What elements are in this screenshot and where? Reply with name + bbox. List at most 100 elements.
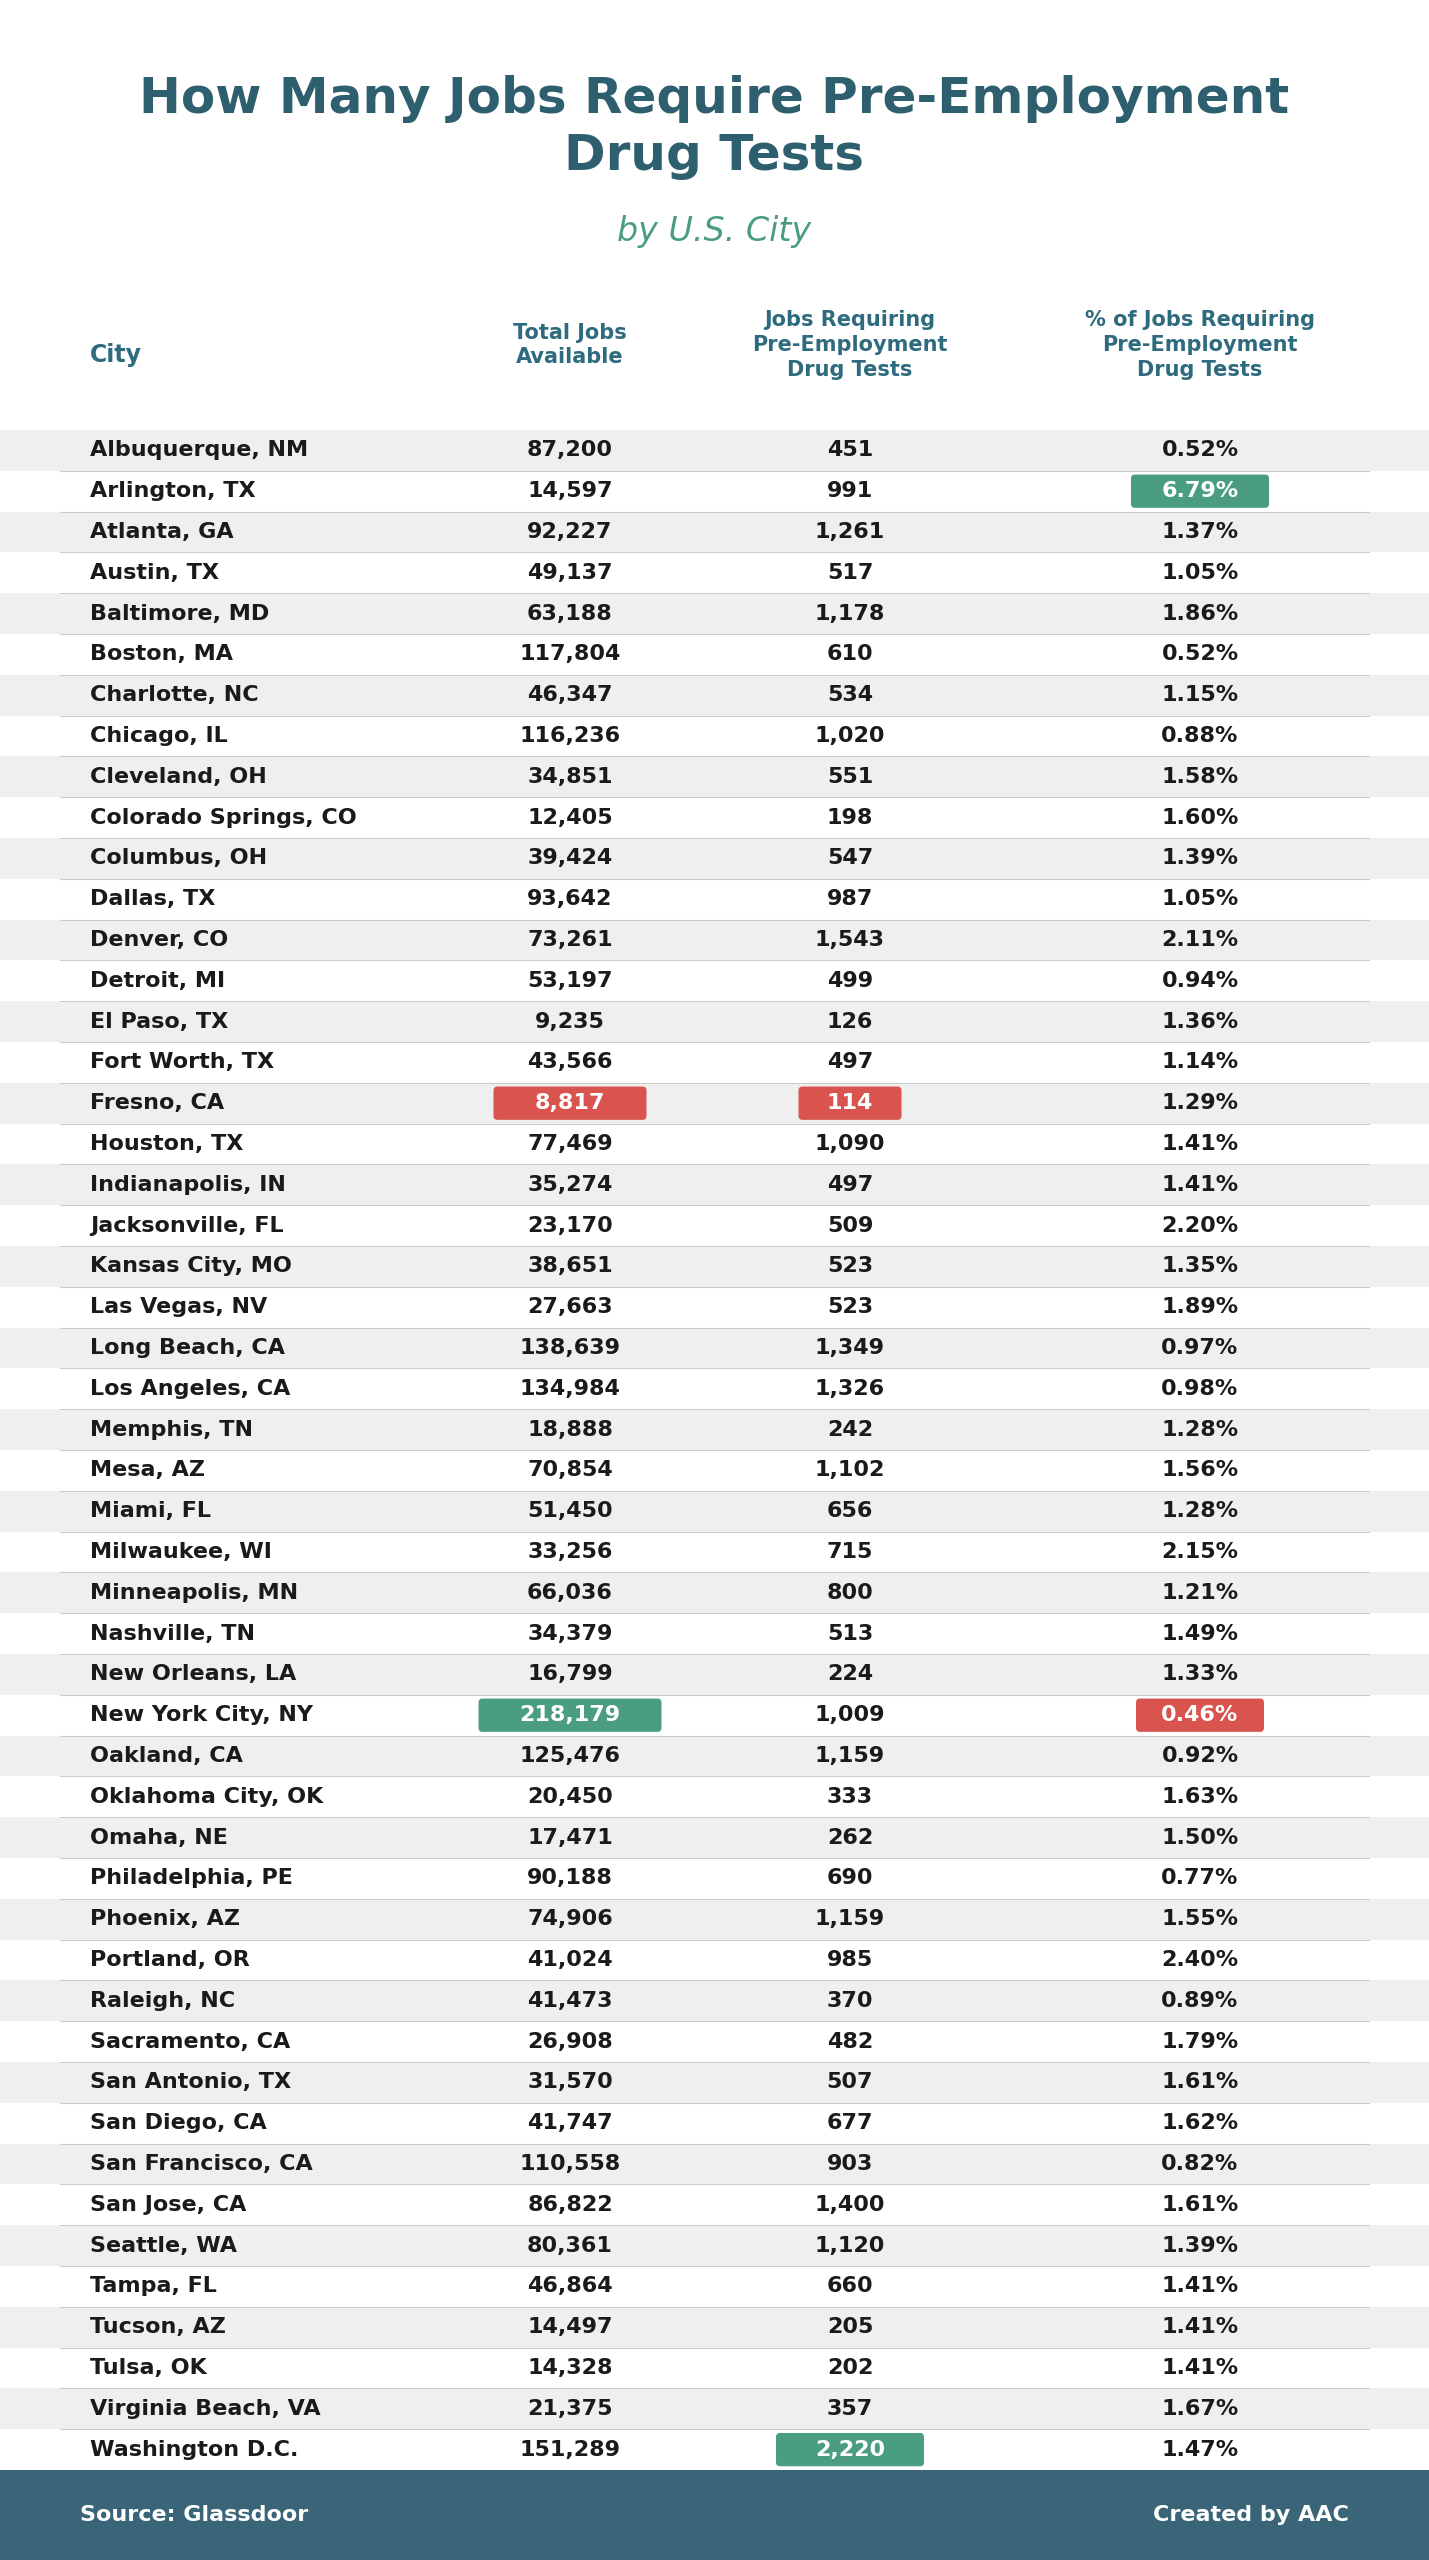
Text: 0.46%: 0.46%	[1162, 1705, 1239, 1725]
Text: 35,274: 35,274	[527, 1175, 613, 1196]
Text: 33,256: 33,256	[527, 1541, 613, 1562]
Bar	[0, 878, 1429, 919]
Bar	[0, 2266, 1429, 2307]
Bar	[0, 1695, 1429, 1736]
Text: 1,120: 1,120	[815, 2235, 885, 2255]
Text: Tampa, FL: Tampa, FL	[90, 2276, 217, 2296]
Text: 63,188: 63,188	[527, 604, 613, 625]
Text: 1.14%: 1.14%	[1162, 1052, 1239, 1073]
Text: 1.62%: 1.62%	[1162, 2112, 1239, 2132]
Bar	[0, 1900, 1429, 1940]
Text: 903: 903	[827, 2153, 873, 2173]
Text: 242: 242	[827, 1421, 873, 1439]
Text: 1,261: 1,261	[815, 522, 885, 543]
Text: 1.56%: 1.56%	[1162, 1459, 1239, 1480]
Bar	[0, 717, 1429, 755]
Text: Miami, FL: Miami, FL	[90, 1500, 211, 1521]
Text: 1.58%: 1.58%	[1162, 768, 1239, 786]
FancyBboxPatch shape	[479, 1697, 662, 1733]
Text: 17,471: 17,471	[527, 1828, 613, 1848]
Text: 80,361: 80,361	[527, 2235, 613, 2255]
Text: 114: 114	[827, 1093, 873, 1114]
Bar	[0, 1001, 1429, 1042]
Text: Portland, OR: Portland, OR	[90, 1951, 250, 1971]
Text: 1.89%: 1.89%	[1162, 1298, 1239, 1318]
Text: 333: 333	[827, 1787, 873, 1807]
Text: 517: 517	[827, 563, 873, 584]
Text: 523: 523	[827, 1298, 873, 1318]
Text: 90,188: 90,188	[527, 1869, 613, 1889]
FancyBboxPatch shape	[493, 1085, 646, 1119]
Text: Kansas City, MO: Kansas City, MO	[90, 1257, 292, 1277]
Text: 205: 205	[827, 2317, 873, 2337]
Text: 507: 507	[827, 2074, 873, 2092]
Text: Houston, TX: Houston, TX	[90, 1134, 243, 1155]
Text: 23,170: 23,170	[527, 1216, 613, 1236]
Text: by U.S. City: by U.S. City	[617, 215, 812, 248]
Text: City: City	[90, 343, 141, 366]
Text: 482: 482	[827, 2033, 873, 2051]
Text: 1.47%: 1.47%	[1162, 2440, 1239, 2460]
Text: 690: 690	[827, 1869, 873, 1889]
Text: 1,090: 1,090	[815, 1134, 885, 1155]
Bar	[0, 553, 1429, 594]
Text: 262: 262	[827, 1828, 873, 1848]
Text: 1.41%: 1.41%	[1162, 2358, 1239, 2378]
Text: 1.49%: 1.49%	[1162, 1623, 1239, 1644]
Text: 1.63%: 1.63%	[1162, 1787, 1239, 1807]
Text: 1.28%: 1.28%	[1162, 1500, 1239, 1521]
Text: Tucson, AZ: Tucson, AZ	[90, 2317, 226, 2337]
Text: 715: 715	[827, 1541, 873, 1562]
Text: Oakland, CA: Oakland, CA	[90, 1746, 243, 1766]
Bar	[0, 1613, 1429, 1654]
Bar	[0, 1859, 1429, 1900]
Text: Chicago, IL: Chicago, IL	[90, 727, 227, 745]
Bar	[0, 755, 1429, 796]
Bar	[0, 1042, 1429, 1083]
Text: 43,566: 43,566	[527, 1052, 613, 1073]
Text: Arlington, TX: Arlington, TX	[90, 481, 256, 502]
Text: 224: 224	[827, 1664, 873, 1684]
Text: Detroit, MI: Detroit, MI	[90, 970, 226, 991]
Text: 125,476: 125,476	[520, 1746, 620, 1766]
Text: 509: 509	[827, 1216, 873, 1236]
Bar	[0, 1165, 1429, 1206]
Text: 1,178: 1,178	[815, 604, 885, 625]
Text: 1.41%: 1.41%	[1162, 2276, 1239, 2296]
Bar	[0, 2470, 1429, 2560]
Bar	[0, 1490, 1429, 1531]
Text: 1.41%: 1.41%	[1162, 2317, 1239, 2337]
Text: 1,326: 1,326	[815, 1380, 885, 1398]
Text: 38,651: 38,651	[527, 1257, 613, 1277]
Text: 1.35%: 1.35%	[1162, 1257, 1239, 1277]
Text: 1.36%: 1.36%	[1162, 1011, 1239, 1032]
Text: 14,328: 14,328	[527, 2358, 613, 2378]
Text: 27,663: 27,663	[527, 1298, 613, 1318]
Text: 34,851: 34,851	[527, 768, 613, 786]
Bar	[0, 512, 1429, 553]
Text: 2,220: 2,220	[815, 2440, 885, 2460]
Text: 1.61%: 1.61%	[1162, 2074, 1239, 2092]
Text: 0.89%: 0.89%	[1162, 1992, 1239, 2010]
Text: 86,822: 86,822	[527, 2194, 613, 2214]
Text: 2.20%: 2.20%	[1162, 1216, 1239, 1236]
Text: 134,984: 134,984	[520, 1380, 620, 1398]
Bar	[0, 960, 1429, 1001]
Text: 497: 497	[827, 1052, 873, 1073]
Text: Tulsa, OK: Tulsa, OK	[90, 2358, 207, 2378]
Text: Created by AAC: Created by AAC	[1153, 2506, 1349, 2524]
Bar	[0, 1247, 1429, 1288]
Text: 126: 126	[827, 1011, 873, 1032]
Bar	[0, 1329, 1429, 1370]
Bar	[0, 1370, 1429, 1408]
Text: 70,854: 70,854	[527, 1459, 613, 1480]
Text: Atlanta, GA: Atlanta, GA	[90, 522, 233, 543]
Text: Jobs Requiring
Pre-Employment
Drug Tests: Jobs Requiring Pre-Employment Drug Tests	[752, 310, 947, 379]
Text: 9,235: 9,235	[534, 1011, 604, 1032]
Text: 1.15%: 1.15%	[1162, 686, 1239, 704]
Text: Denver, CO: Denver, CO	[90, 929, 229, 950]
Text: Oklahoma City, OK: Oklahoma City, OK	[90, 1787, 323, 1807]
Text: 1.67%: 1.67%	[1162, 2399, 1239, 2419]
Text: Jacksonville, FL: Jacksonville, FL	[90, 1216, 283, 1236]
Text: 991: 991	[827, 481, 873, 502]
